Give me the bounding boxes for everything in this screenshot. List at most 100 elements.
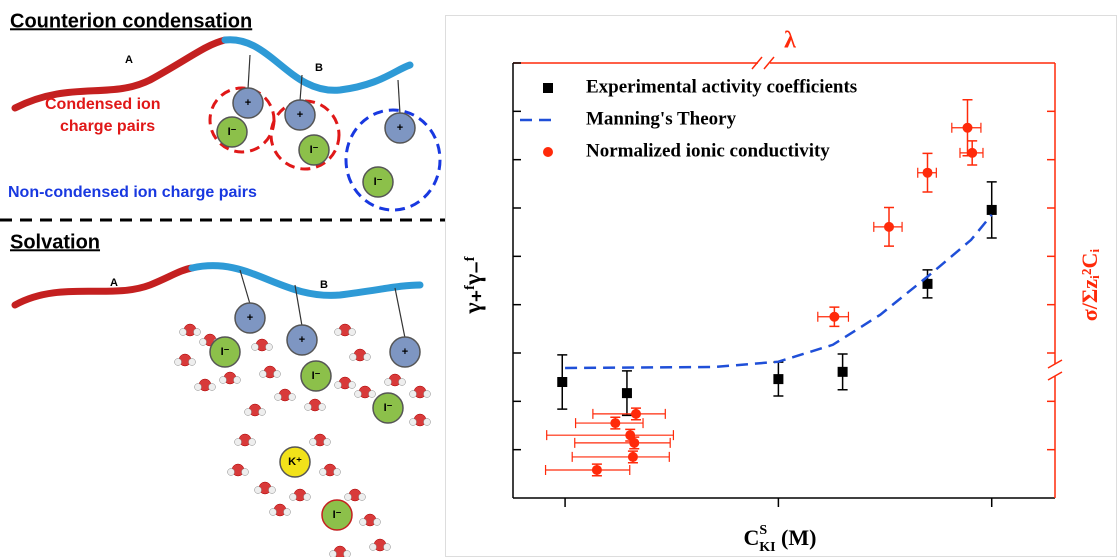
water-hydrogen	[259, 409, 266, 416]
condensed-label: charge pairs	[60, 118, 155, 135]
legend-label: Experimental activity coefficients	[586, 76, 857, 97]
legend-label: Normalized ionic conductivity	[586, 140, 830, 161]
figure: Counterion condensation A B Condensed io…	[0, 0, 1117, 557]
ion-label: +	[402, 346, 408, 358]
ion-label: +	[247, 312, 253, 324]
chain-label: A	[125, 54, 133, 66]
point	[610, 418, 620, 428]
panel-title: Counterion condensation	[10, 10, 252, 32]
chain-label: B	[315, 62, 323, 74]
water-hydrogen	[269, 487, 276, 494]
point	[631, 409, 641, 419]
tether	[248, 55, 250, 89]
water-hydrogen	[319, 404, 326, 411]
x-error-bar	[572, 452, 669, 462]
point	[622, 388, 632, 398]
water-hydrogen	[180, 329, 187, 336]
tether	[395, 288, 405, 338]
y2-axis-label: σ/Σzᵢ²Cᵢ	[1077, 249, 1102, 322]
ion-label: +	[245, 97, 251, 109]
chain-label: A	[110, 277, 118, 289]
water-hydrogen	[374, 519, 381, 526]
water-hydrogen	[384, 544, 391, 551]
x-error-bar	[575, 438, 670, 448]
label-part: KI	[759, 540, 775, 555]
ion-label: +	[397, 122, 403, 134]
water-hydrogen	[270, 509, 277, 516]
water-hydrogen	[194, 329, 201, 336]
water-hydrogen	[289, 394, 296, 401]
ion-label: I⁻	[310, 144, 319, 156]
water-hydrogen	[385, 379, 392, 386]
ion-label: I⁻	[221, 346, 230, 358]
top-label: λ	[784, 28, 796, 54]
water-hydrogen	[344, 551, 351, 557]
point	[592, 465, 602, 475]
label-part: S	[759, 523, 767, 538]
water-hydrogen	[209, 384, 216, 391]
water-hydrogen	[334, 469, 341, 476]
legend-label: Manning's Theory	[586, 108, 737, 129]
water-hydrogen	[324, 439, 331, 446]
x-error-bar	[547, 430, 674, 440]
panel-title: Solvation	[10, 231, 100, 253]
noncondensed-label: Non-condensed ion charge pairs	[8, 184, 257, 201]
water-hydrogen	[359, 494, 366, 501]
chain-a	[15, 268, 192, 305]
condensed-label: Condensed ion	[45, 96, 161, 113]
point	[628, 452, 638, 462]
point	[923, 168, 933, 178]
ion-label: K⁺	[288, 456, 302, 468]
water-hydrogen	[330, 551, 337, 557]
water-hydrogen	[349, 382, 356, 389]
label-part: (M)	[776, 525, 817, 550]
x-error-bar	[593, 409, 665, 419]
water-hydrogen	[369, 391, 376, 398]
y-axis-label: γ₊ᶠγ₋ᶠ	[461, 256, 487, 314]
water-hydrogen	[255, 487, 262, 494]
point	[884, 222, 894, 232]
water-hydrogen	[189, 359, 196, 366]
point	[557, 377, 567, 387]
point	[773, 374, 783, 384]
ion-label: +	[297, 109, 303, 121]
water-hydrogen	[220, 377, 227, 384]
water-hydrogen	[249, 439, 256, 446]
water-hydrogen	[355, 391, 362, 398]
water-hydrogen	[252, 344, 259, 351]
water-hydrogen	[335, 382, 342, 389]
water-hydrogen	[245, 409, 252, 416]
water-hydrogen	[364, 354, 371, 361]
water-hydrogen	[349, 329, 356, 336]
water-hydrogen	[410, 419, 417, 426]
point	[829, 312, 839, 322]
chain-label: B	[320, 279, 328, 291]
water-hydrogen	[195, 384, 202, 391]
chain-b	[192, 266, 420, 296]
water-hydrogen	[370, 544, 377, 551]
water-hydrogen	[274, 371, 281, 378]
ion-label: I⁻	[228, 126, 237, 138]
water-hydrogen	[304, 494, 311, 501]
water-hydrogen	[275, 394, 282, 401]
point	[987, 205, 997, 215]
water-hydrogen	[345, 494, 352, 501]
point	[838, 367, 848, 377]
x-error-bar	[546, 465, 630, 475]
legend-swatch	[543, 83, 553, 93]
point	[629, 438, 639, 448]
legend-swatch	[543, 147, 553, 157]
water-hydrogen	[320, 469, 327, 476]
water-hydrogen	[310, 439, 317, 446]
point	[967, 148, 977, 158]
water-hydrogen	[410, 391, 417, 398]
water-hydrogen	[175, 359, 182, 366]
water-hydrogen	[234, 377, 241, 384]
water-hydrogen	[360, 519, 367, 526]
water-hydrogen	[335, 329, 342, 336]
ion-label: I⁻	[312, 370, 321, 382]
water-hydrogen	[350, 354, 357, 361]
water-hydrogen	[290, 494, 297, 501]
